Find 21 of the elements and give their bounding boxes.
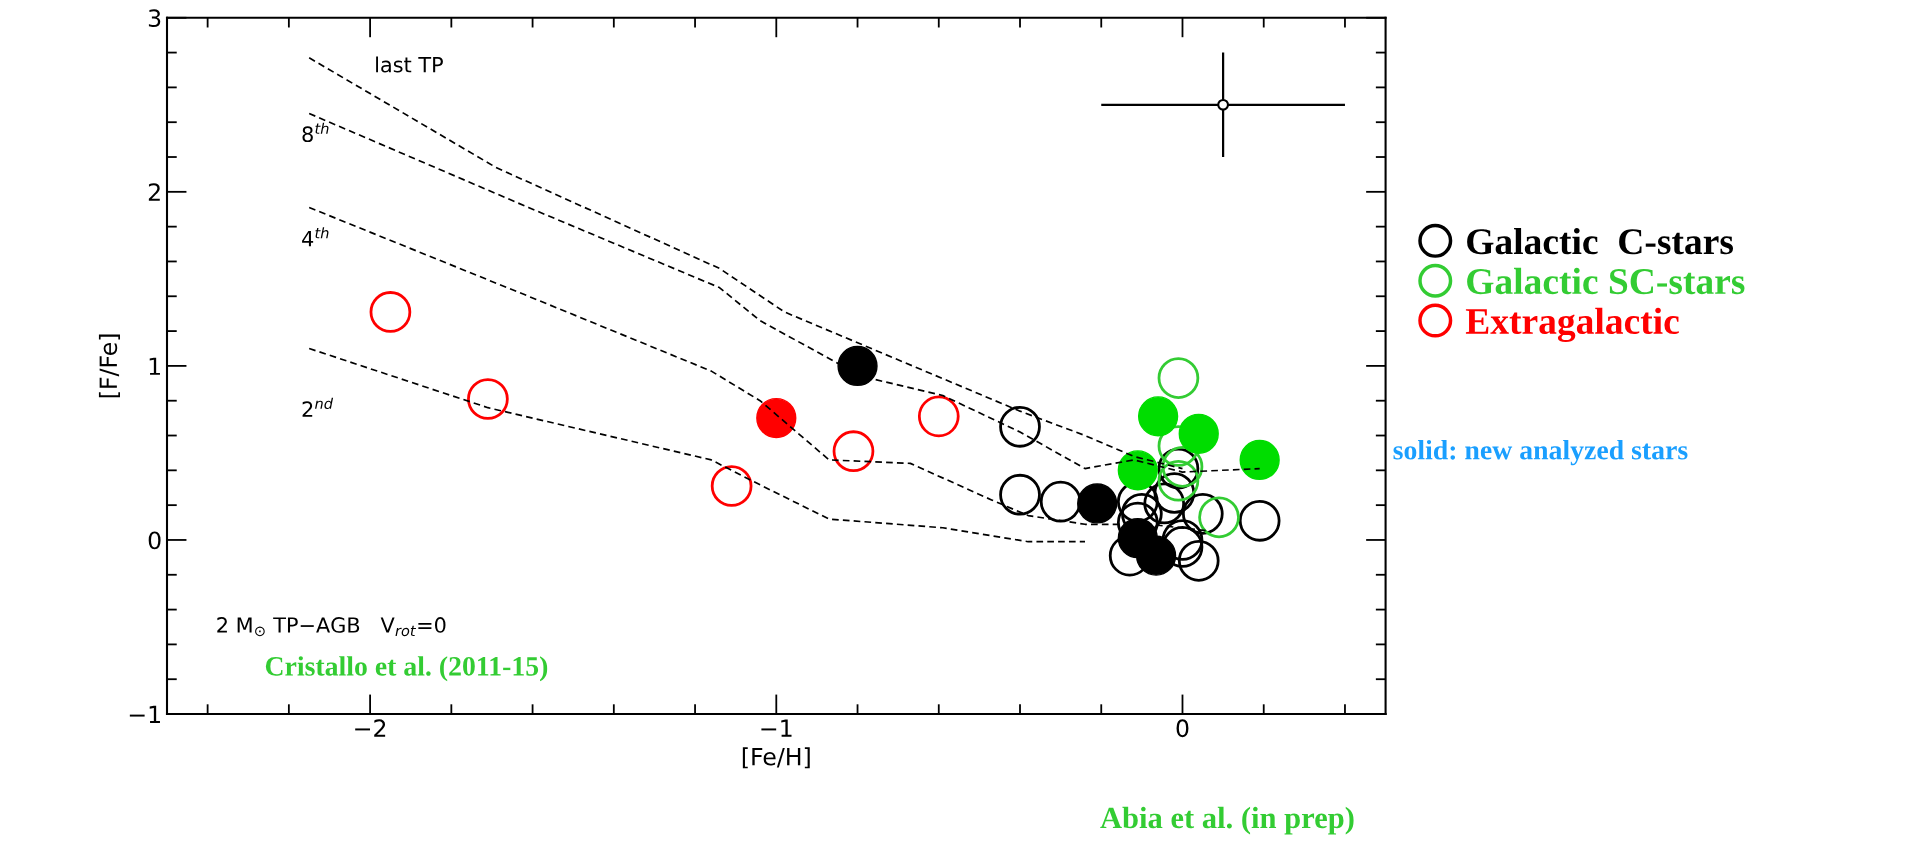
annotation: 4$^{th}$ [302,227,329,247]
text: solid: new analyzed stars [1393,439,1688,466]
y-tick-label: 1 [149,357,160,375]
legend-label: Galactic SC-stars [1467,267,1745,295]
annotation: Cristallo et al. (2011-15) [265,656,548,682]
legend-label: Galactic C-stars [1467,227,1734,255]
x-tick-label: −1 [761,719,792,737]
y-tick-label: −1 [129,705,160,723]
y-tick-label: 3 [148,9,161,28]
x-tick-label: 0 [1176,719,1189,738]
x-axis-title: [Fe/H] [742,747,810,769]
text: Abia et al. (in prep) [1100,806,1354,835]
annotation: 8$^{th}$ [302,122,329,143]
annotation: 2$^{nd}$ [302,397,334,417]
x-tick-label: −2 [355,719,386,737]
annotation: last TP [376,56,443,73]
annotation: 2 M$_{⊙}$ TP−AGB V$_{rot}$=0 [217,617,446,637]
y-tick-label: 2 [148,183,160,201]
y-tick-label: 0 [148,531,161,550]
legend-label: Extragalactic [1465,307,1679,342]
y-axis-title: [F/Fe] [98,334,120,398]
